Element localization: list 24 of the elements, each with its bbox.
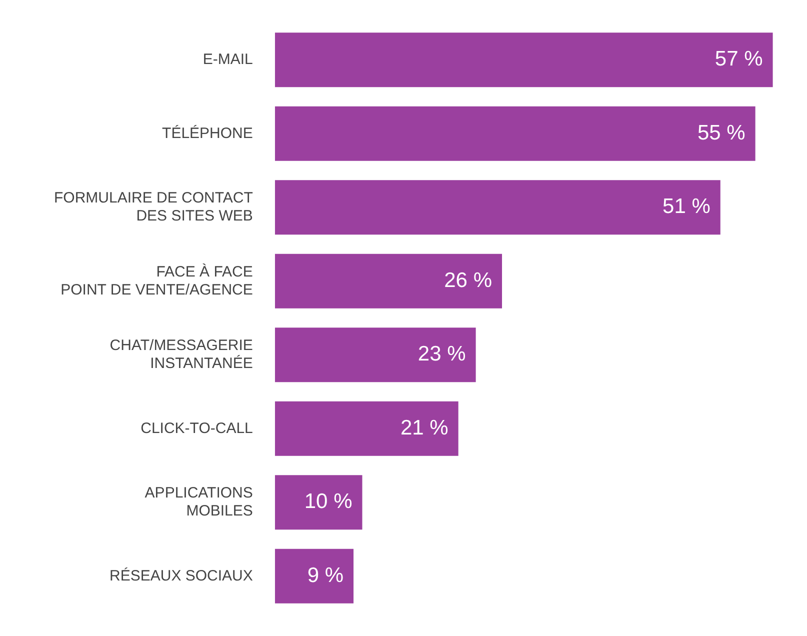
- bar: [274, 328, 476, 382]
- y-tick-label: RÉSEAUX SOCIAUX: [110, 566, 253, 584]
- y-tick-label: CHAT/MESSAGERIE INSTANTANÉE: [110, 337, 253, 372]
- bar: [274, 254, 502, 308]
- bar: [274, 106, 756, 161]
- bar: [274, 548, 354, 604]
- data-label: 9 %: [307, 564, 344, 587]
- bar: [274, 401, 458, 456]
- y-tick-label: FORMULAIRE DE CONTACT DES SITES WEB: [54, 190, 253, 225]
- y-tick-label: TÉLÉPHONE: [162, 124, 253, 142]
- y-tick-label: APPLICATIONS MOBILES: [144, 484, 253, 520]
- y-tick-label: CLICK-TO-CALL: [140, 420, 253, 437]
- bar: [274, 180, 720, 235]
- bar: [274, 32, 773, 88]
- data-label: 57 %: [714, 48, 763, 71]
- y-tick-label: FACE À FACE POINT DE VENTE/AGENCE: [60, 262, 253, 298]
- data-label: 26 %: [444, 268, 492, 292]
- data-label: 55 %: [697, 121, 746, 144]
- y-tick-label: E-MAIL: [202, 51, 253, 68]
- data-label: 51 %: [662, 195, 710, 218]
- data-label: 21 %: [400, 416, 448, 440]
- bar: [274, 475, 362, 530]
- data-label: 10 %: [304, 490, 352, 514]
- data-label: 23 %: [418, 342, 466, 366]
